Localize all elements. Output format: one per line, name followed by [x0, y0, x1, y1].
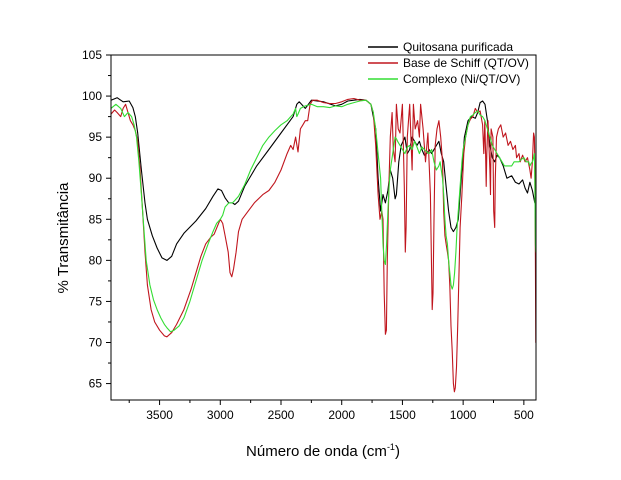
x-tick-label: 3000: [207, 408, 234, 422]
x-tick-label: 2000: [328, 408, 355, 422]
y-tick-label: 65: [89, 377, 103, 391]
series-line-3: [111, 99, 536, 333]
y-tick-label: 95: [89, 130, 103, 144]
plot-frame: [110, 54, 537, 401]
legend-label-1: Quitosana purificada: [403, 40, 513, 54]
series-line-2: [111, 97, 536, 393]
y-axis: 65 70 75 80 85 90 95 100 105: [82, 48, 111, 391]
y-tick-label: 70: [89, 336, 103, 350]
y-tick-label: 75: [89, 294, 103, 308]
x-tick-label: 500: [514, 408, 534, 422]
legend-label-2: Base de Schiff (QT/OV): [403, 56, 529, 70]
y-tick-label: 100: [82, 89, 102, 103]
legend: Quitosana purificada Base de Schiff (QT/O…: [368, 40, 529, 86]
x-tick-label: 3500: [146, 408, 173, 422]
series-layer: [111, 97, 536, 393]
x-axis-title: Número de onda (cm-1): [246, 442, 400, 460]
y-tick-label: 80: [89, 253, 103, 267]
series-line-1: [111, 97, 536, 261]
legend-label-3: Complexo (Ni/QT/OV): [403, 72, 520, 86]
x-tick-label: 1500: [389, 408, 416, 422]
x-tick-label: 1000: [450, 408, 477, 422]
x-tick-label: 2500: [268, 408, 295, 422]
x-axis: 3500 3000 2500 2000 1500 1000 500: [128, 400, 534, 422]
y-tick-label: 85: [89, 212, 103, 226]
y-axis-title: % Transmitância: [55, 182, 72, 294]
y-tick-label: 105: [82, 48, 102, 62]
y-tick-label: 90: [89, 171, 103, 185]
